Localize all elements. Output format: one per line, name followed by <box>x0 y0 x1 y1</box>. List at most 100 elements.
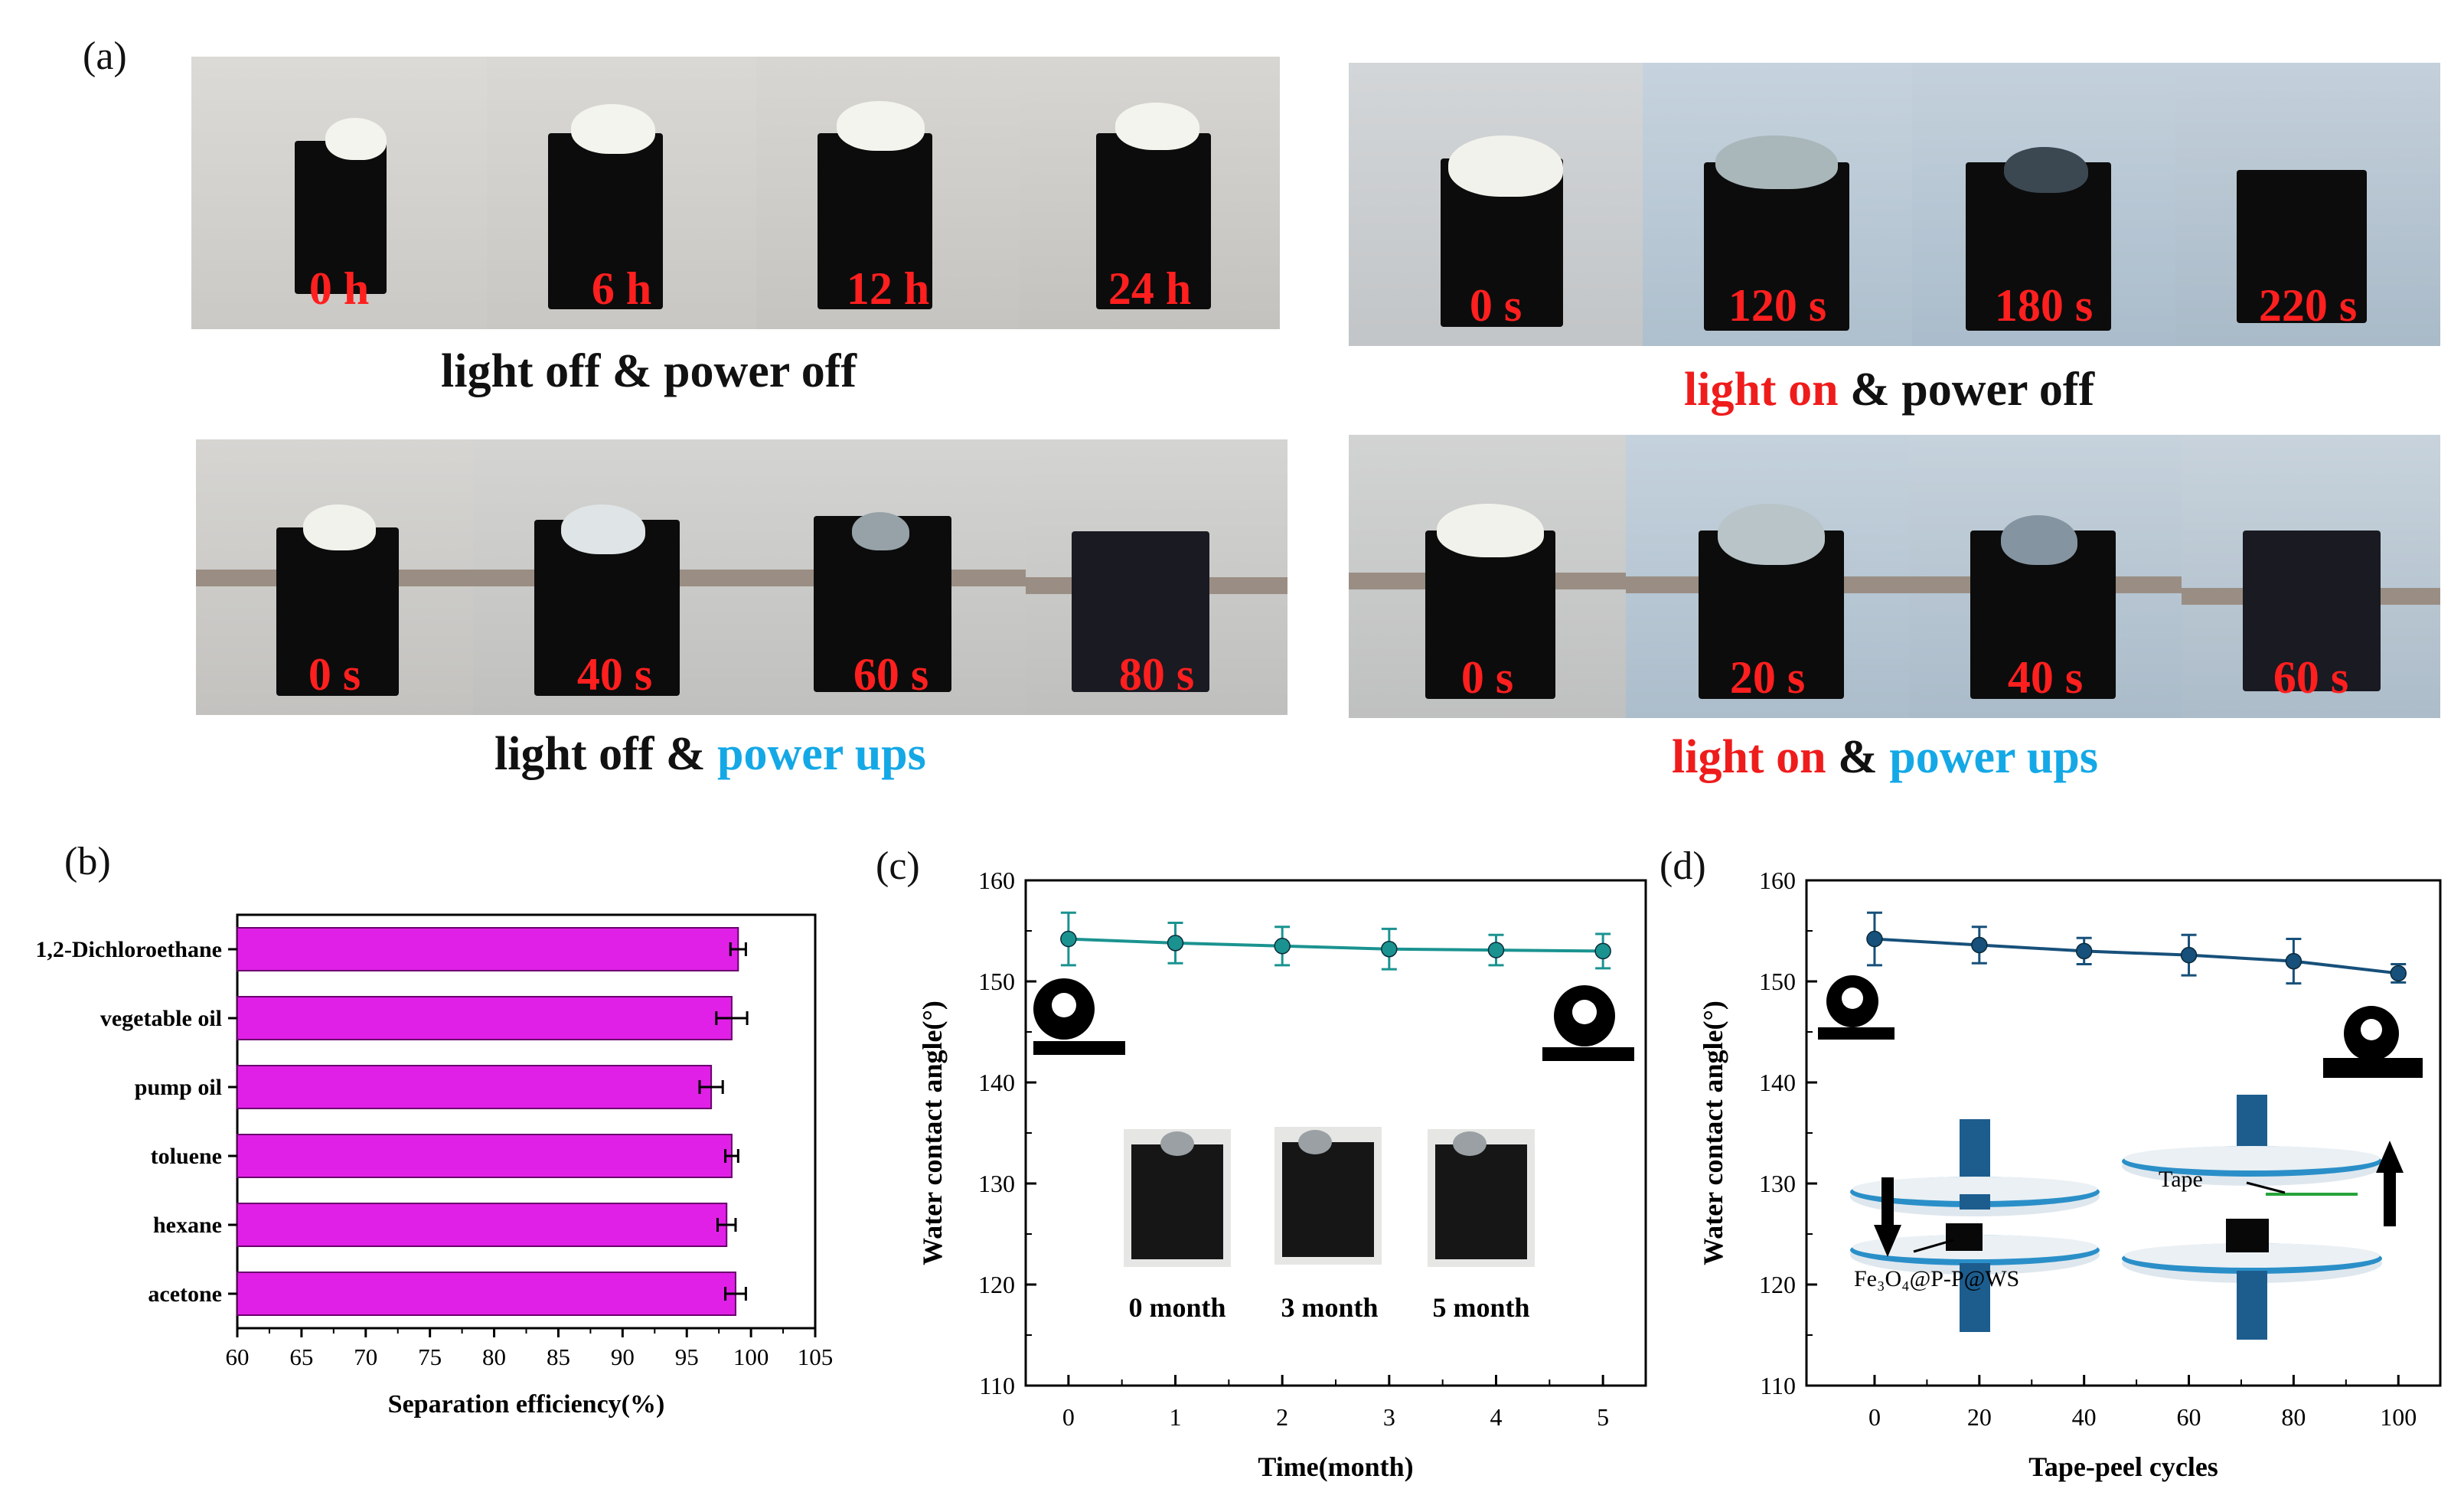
y-axis-label: Water contact angle(°) <box>1698 1001 1728 1265</box>
black-sponge <box>1072 531 1209 692</box>
time-label: 24 h <box>1108 263 1192 314</box>
caption-light-on: light on <box>1672 731 1826 783</box>
caption-power-ups: power ups <box>1889 731 2098 783</box>
inset-label: 5 month <box>1432 1292 1529 1323</box>
oil-blob <box>1437 504 1544 557</box>
caption-power-ups: power ups <box>717 728 926 780</box>
photo-tile: 0 s <box>1349 435 1626 718</box>
x-tick-label: 100 <box>733 1343 769 1370</box>
x-tick-label: 3 <box>1383 1403 1395 1431</box>
data-point <box>2285 952 2302 970</box>
y-tick-label: 120 <box>978 1271 1015 1298</box>
caption-amp: & <box>1838 364 1902 416</box>
droplet-icon-left <box>1818 975 1895 1040</box>
tape-label: Tape <box>2159 1167 2203 1192</box>
oil-blob <box>1715 135 1838 189</box>
oil-blob <box>852 512 909 550</box>
bar <box>237 1203 728 1247</box>
caption-amp: & <box>1826 731 1890 783</box>
data-point <box>1487 942 1505 958</box>
time-label: 0 s <box>308 649 361 700</box>
arrow-up-icon <box>2376 1141 2404 1226</box>
black-sponge <box>2237 170 2367 323</box>
black-sponge <box>295 141 387 294</box>
data-point <box>1167 935 1184 952</box>
category-label: 1,2-Dichloroethane <box>35 937 222 962</box>
photo-tile: 60 s <box>756 439 1026 715</box>
bar <box>237 996 733 1040</box>
oil-blob <box>837 101 925 151</box>
time-label: 220 s <box>2258 280 2358 331</box>
black-sponge <box>2243 531 2381 691</box>
time-label: 120 s <box>1728 280 1827 331</box>
oil-blob <box>325 118 387 160</box>
x-tick-label: 60 <box>226 1343 250 1370</box>
time-label: 60 s <box>2273 652 2349 703</box>
time-label: 80 s <box>1118 649 1195 700</box>
y-tick-label: 140 <box>1759 1069 1796 1096</box>
series-line <box>1068 937 1604 953</box>
time-label: 40 s <box>2007 652 2084 703</box>
data-point <box>2180 946 2198 964</box>
caption-light-on: light on <box>1684 364 1839 416</box>
bar <box>237 1134 733 1178</box>
chart-c-contact-angle-time: 0 month 3 month 5 month 110120130140150160… <box>917 867 1647 1482</box>
photo-tile: 0 s <box>196 439 473 715</box>
x-tick-label: 80 <box>2281 1403 2306 1431</box>
oil-blob <box>1115 103 1199 150</box>
time-label: 180 s <box>1994 280 2094 331</box>
photo-tile: 180 s <box>1912 63 2175 346</box>
x-tick-label: 2 <box>1276 1403 1288 1431</box>
x-tick-label: 100 <box>2380 1403 2417 1431</box>
photo-tile: 0 h <box>191 57 487 329</box>
x-axis-label: Time(month) <box>1258 1451 1413 1482</box>
oil-blob <box>1448 135 1563 197</box>
x-tick-label: 95 <box>675 1343 699 1370</box>
droplet-icon-right <box>1542 985 1634 1061</box>
time-label: 0 h <box>308 263 370 314</box>
photo-tile: 12 h <box>756 57 1020 329</box>
x-tick-label: 40 <box>2072 1403 2097 1431</box>
category-label: hexane <box>153 1213 222 1238</box>
data-point <box>2075 942 2093 960</box>
photo-strip-light-off-power-ups: 0 s 40 s 60 s 80 s <box>196 439 1287 715</box>
droplet-icon-right <box>2323 1006 2423 1078</box>
chart-d-insets: Tape Fe₃O₄@P-P@WS <box>1818 975 2423 1340</box>
y-tick-label: 150 <box>1759 968 1796 995</box>
x-tick-label: 0 <box>1868 1403 1881 1431</box>
x-tick-label: 85 <box>547 1343 570 1370</box>
bar <box>237 1065 713 1109</box>
x-tick-label: 105 <box>798 1343 834 1370</box>
oil-blob <box>571 104 655 154</box>
category-label: vegetable oil <box>100 1006 222 1031</box>
photo-tile: 20 s <box>1626 435 1909 718</box>
photo-tile: 40 s <box>1909 435 2182 718</box>
caption-light-on-power-ups: light on & power ups <box>1672 730 2098 785</box>
caption-light-off-power-ups: light off & power ups <box>494 727 926 782</box>
data-point <box>1971 936 1988 954</box>
photo-tile: 120 s <box>1643 63 1912 346</box>
photo-tile: 80 s <box>1026 439 1287 715</box>
y-axis-label: Water contact angle(°) <box>917 1001 948 1265</box>
sample-photo-0-month <box>1124 1129 1231 1267</box>
caption-power-off: power off <box>1901 364 2095 416</box>
oil-blob <box>1718 504 1825 565</box>
time-label: 0 s <box>1469 280 1522 331</box>
panel-label-c: (c) <box>876 844 920 888</box>
inset-label: 3 month <box>1281 1292 1378 1323</box>
y-tick-label: 160 <box>1759 867 1796 894</box>
time-label: 20 s <box>1729 652 1806 703</box>
time-label: 12 h <box>846 263 930 314</box>
sample-photo-5-month <box>1428 1129 1535 1267</box>
x-tick-label: 75 <box>418 1343 442 1370</box>
x-tick-label: 80 <box>482 1343 506 1370</box>
x-tick-label: 4 <box>1490 1403 1502 1431</box>
caption-light-on-power-off: light on & power off <box>1684 363 2094 417</box>
x-tick-label: 5 <box>1597 1403 1609 1431</box>
panel-label-b: (b) <box>64 840 111 883</box>
data-point <box>1060 930 1077 948</box>
black-sponge <box>1096 133 1211 309</box>
data-point <box>1381 941 1398 958</box>
x-tick-label: 70 <box>354 1343 377 1370</box>
photo-tile: 0 s <box>1349 63 1643 346</box>
